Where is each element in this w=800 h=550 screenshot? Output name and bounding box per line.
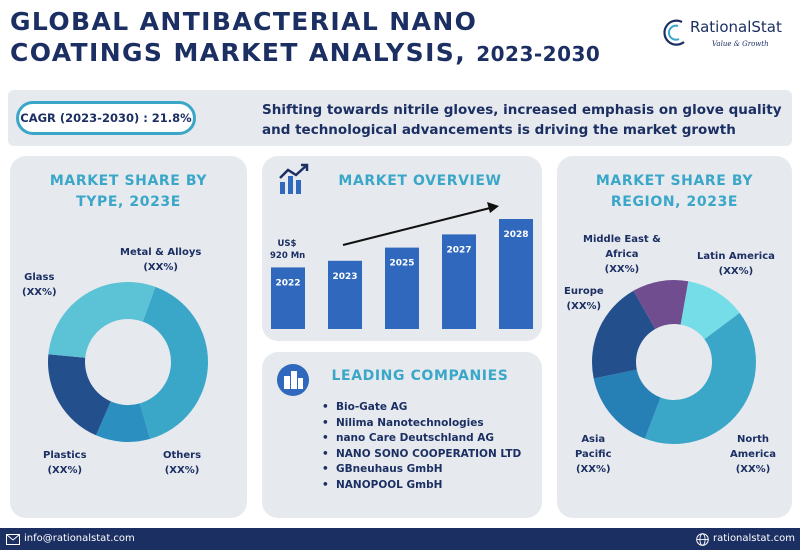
market-overview-title: MARKET OVERVIEW: [338, 173, 502, 189]
bar-value-amount: 920 Mn: [270, 251, 306, 261]
region-name-europe: Europe: [564, 286, 604, 297]
type-name-others: Others: [163, 450, 202, 461]
list-item: NANO SONO COOPERATION LTD: [320, 447, 535, 463]
type-name-metal-alloys: Metal & Alloys: [120, 247, 202, 258]
region-value-mea: (XX%): [604, 264, 640, 275]
region-name-latin-america: Latin America: [697, 251, 775, 262]
type-name-plastics: Plastics: [43, 450, 87, 461]
leading-companies-title: LEADING COMPANIES: [331, 368, 509, 384]
type-title-line-2: TYPE, 2023E: [76, 194, 181, 210]
region-name-mea-2: Africa: [605, 249, 639, 260]
type-label-glass: Glass (XX%): [22, 270, 57, 300]
type-share-title: MARKET SHARE BY TYPE, 2023E: [10, 171, 247, 213]
growth-chart-icon: [279, 163, 309, 194]
footer-website[interactable]: rationalstat.com: [713, 533, 796, 544]
type-name-glass: Glass: [24, 272, 55, 283]
region-label-latin-america: Latin America (XX%): [697, 249, 775, 279]
region-label-mea: Middle East & Africa (XX%): [583, 232, 661, 277]
title-line-2: COATINGS MARKET ANALYSIS, 2023-2030: [10, 37, 630, 70]
region-value-latin-america: (XX%): [718, 266, 754, 277]
globe-icon: [696, 533, 709, 546]
region-title-line-2: REGION, 2023E: [610, 194, 739, 210]
logo-tagline: Value & Growth: [712, 40, 769, 48]
region-title-line-1: MARKET SHARE BY: [595, 173, 754, 189]
growth-drivers-text: Shifting towards nitrile gloves, increas…: [262, 100, 792, 140]
region-label-north-america: North America (XX%): [730, 432, 776, 477]
type-value-others: (XX%): [164, 465, 200, 476]
region-value-asia-pacific: (XX%): [575, 464, 611, 475]
region-value-north-america: (XX%): [735, 464, 771, 475]
type-title-line-1: MARKET SHARE BY: [49, 173, 208, 189]
region-value-europe: (XX%): [566, 301, 602, 312]
companies-list: Bio-Gate AG Nilima Nanotechnologies nano…: [320, 400, 535, 493]
region-label-europe: Europe (XX%): [564, 284, 604, 314]
region-share-title: MARKET SHARE BY REGION, 2023E: [557, 171, 792, 213]
bar-value-annotation: US$ 920 Mn: [270, 238, 306, 262]
region-name-pacific: Pacific: [575, 449, 612, 460]
region-name-north: North: [736, 434, 770, 445]
type-value-plastics: (XX%): [47, 465, 83, 476]
list-item: NANOPOOL GmbH: [320, 478, 535, 494]
region-name-america: America: [730, 449, 776, 460]
list-item: Bio-Gate AG: [320, 400, 535, 416]
envelope-icon: [6, 534, 20, 545]
list-item: nano Care Deutschland AG: [320, 431, 535, 447]
region-name-asia: Asia: [581, 434, 606, 445]
list-item: GBneuhaus GmbH: [320, 462, 535, 478]
logo-mark-icon: [663, 19, 685, 46]
type-label-plastics: Plastics (XX%): [43, 448, 87, 478]
type-label-others: Others (XX%): [163, 448, 201, 478]
growth-line-2: and technological advancements is drivin…: [262, 122, 736, 138]
bar-value-currency: US$: [277, 239, 297, 249]
footer-bar: [0, 528, 800, 550]
growth-line-1: Shifting towards nitrile gloves, increas…: [262, 102, 782, 118]
page-title: GLOBAL ANTIBACTERIAL NANO COATINGS MARKE…: [10, 6, 630, 70]
type-value-glass: (XX%): [22, 287, 57, 298]
list-item: Nilima Nanotechnologies: [320, 416, 535, 432]
logo: RationalStat Value & Growth: [660, 14, 790, 56]
title-years: 2023-2030: [476, 42, 601, 66]
title-line-1: GLOBAL ANTIBACTERIAL NANO: [10, 7, 478, 36]
type-label-metal-alloys: Metal & Alloys (XX%): [120, 245, 201, 275]
region-label-asia-pacific: Asia Pacific (XX%): [575, 432, 612, 477]
title-line-2-text: COATINGS MARKET ANALYSIS,: [10, 38, 467, 67]
footer-email[interactable]: info@rationalstat.com: [24, 533, 135, 544]
region-name-mea-1: Middle East &: [583, 234, 661, 245]
buildings-icon: [277, 364, 309, 396]
logo-name: RationalStat: [690, 18, 782, 36]
cagr-badge: CAGR (2023-2030) : 21.8%: [16, 101, 196, 135]
type-value-metal-alloys: (XX%): [143, 262, 178, 273]
